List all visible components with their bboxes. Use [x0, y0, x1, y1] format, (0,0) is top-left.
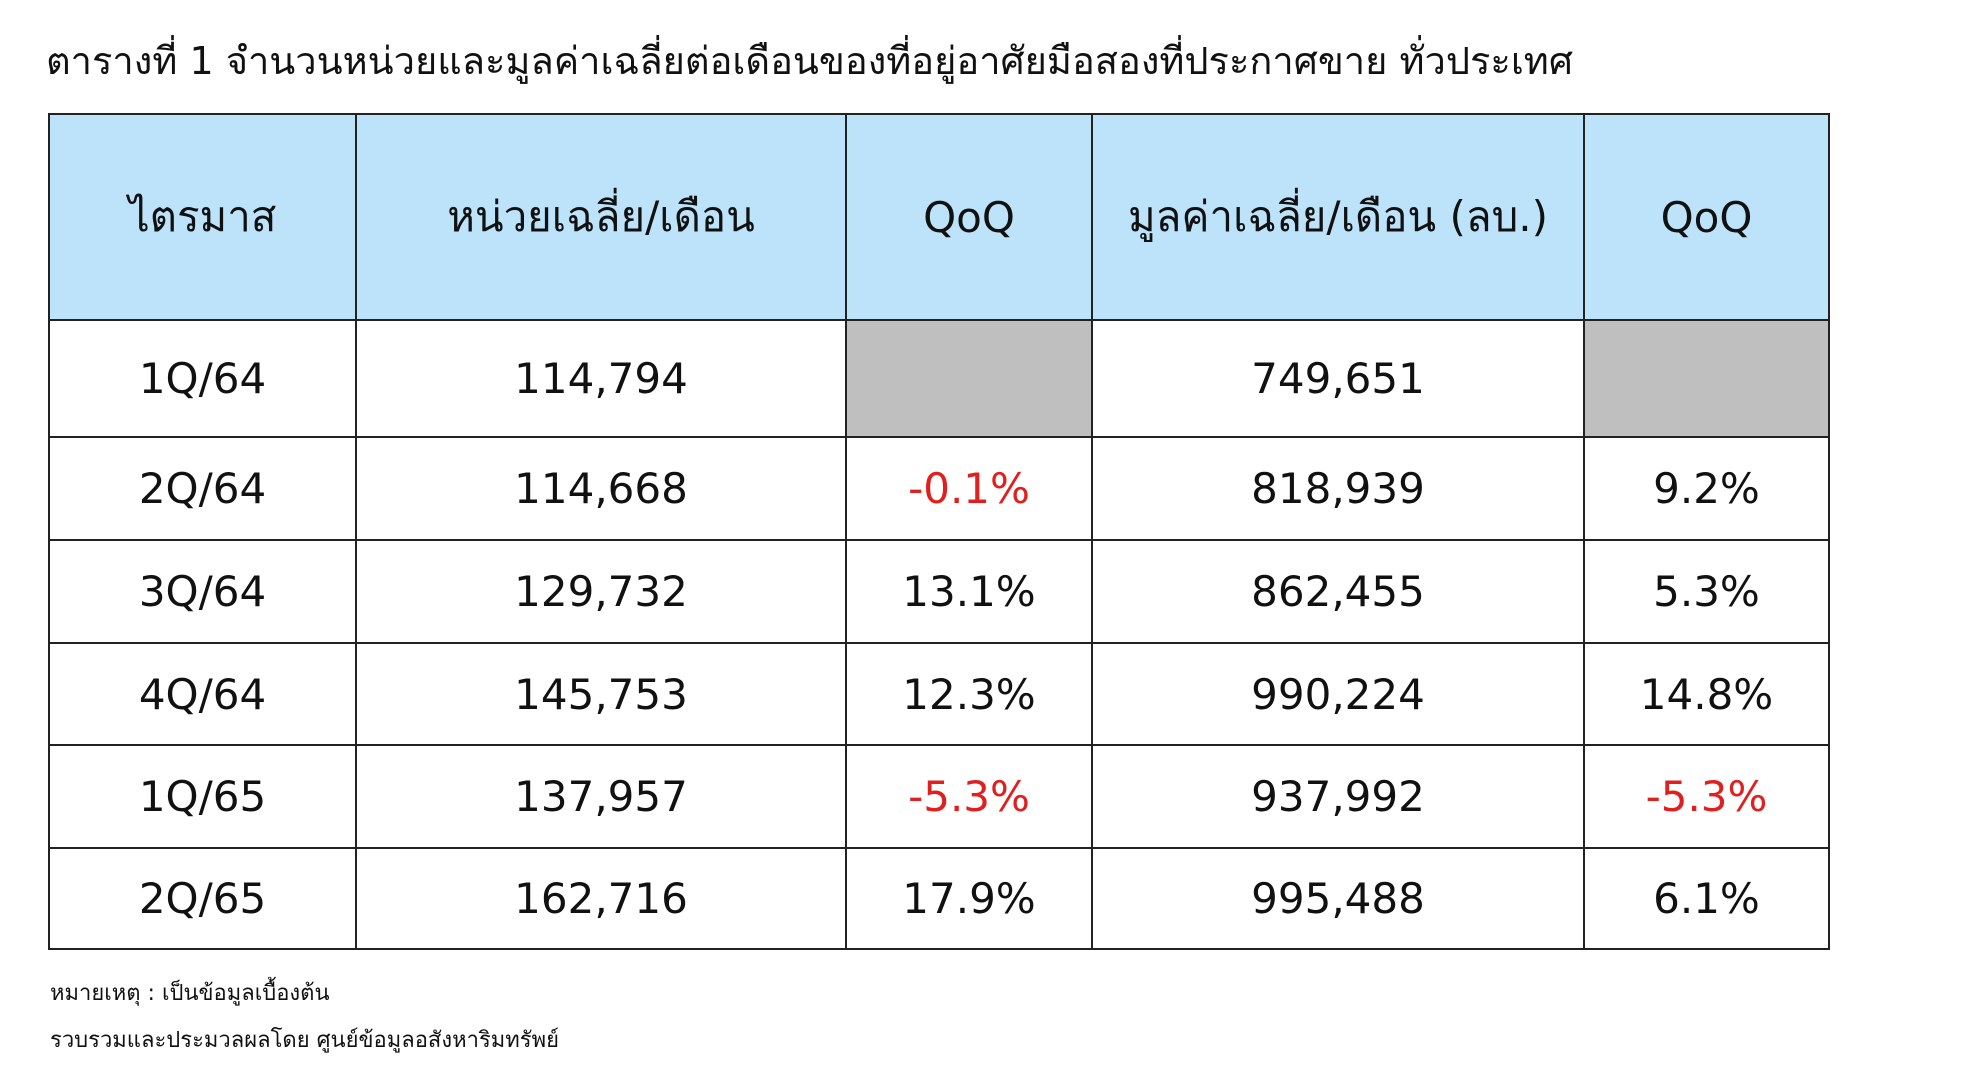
- table-cell: 137,957: [355, 744, 847, 849]
- table-cell: 1Q/64: [48, 319, 357, 438]
- table-cell: 749,651: [1091, 319, 1585, 438]
- table-cell: 9.2%: [1583, 436, 1830, 541]
- table-cell: 114,668: [355, 436, 847, 541]
- table-cell: 145,753: [355, 642, 847, 746]
- table-cell: -0.1%: [845, 436, 1093, 541]
- table-cell: 5.3%: [1583, 539, 1830, 644]
- column-header: ไตรมาส: [48, 113, 357, 321]
- table-row: 3Q/64 129,732 13.1% 862,455 5.3%: [48, 539, 1830, 644]
- table-cell: 937,992: [1091, 744, 1585, 849]
- column-header: QoQ: [1583, 113, 1830, 321]
- table-row: 1Q/65 137,957 -5.3% 937,992 -5.3%: [48, 744, 1830, 849]
- table-cell: 995,488: [1091, 847, 1585, 950]
- column-header: หน่วยเฉลี่ย/เดือน: [355, 113, 847, 321]
- data-table: ไตรมาส หน่วยเฉลี่ย/เดือน QoQ มูลค่าเฉลี่ย/เ…: [48, 113, 1830, 950]
- note: รวบรวมและประมวลผลโดย ศูนย์ข้อมูลอสังหาริ…: [50, 1028, 559, 1053]
- table-row: 4Q/64 145,753 12.3% 990,224 14.8%: [48, 642, 1830, 746]
- table-cell: -5.3%: [845, 744, 1093, 849]
- table-cell: 2Q/65: [48, 847, 357, 950]
- table-cell: 4Q/64: [48, 642, 357, 746]
- table-cell: 114,794: [355, 319, 847, 438]
- table-cell: 1Q/65: [48, 744, 357, 849]
- table-cell: 6.1%: [1583, 847, 1830, 950]
- table-cell: 162,716: [355, 847, 847, 950]
- empty-cell: [1583, 319, 1830, 438]
- table-cell: 129,732: [355, 539, 847, 644]
- header-row: ไตรมาส หน่วยเฉลี่ย/เดือน QoQ มูลค่าเฉลี่ย/เ…: [48, 113, 1830, 321]
- table-row: 2Q/65 162,716 17.9% 995,488 6.1%: [48, 847, 1830, 950]
- table-cell: 990,224: [1091, 642, 1585, 746]
- table-cell: 2Q/64: [48, 436, 357, 541]
- note: หมายเหตุ : เป็นข้อมูลเบื้องต้น: [50, 981, 330, 1006]
- table-cell: 3Q/64: [48, 539, 357, 644]
- table-cell: 14.8%: [1583, 642, 1830, 746]
- column-header: มูลค่าเฉลี่ย/เดือน (ลบ.): [1091, 113, 1585, 321]
- table-cell: -5.3%: [1583, 744, 1830, 849]
- table-title: ตารางที่ 1 จำนวนหน่วยและมูลค่าเฉลี่ยต่อเ…: [46, 39, 1573, 83]
- table-cell: 17.9%: [845, 847, 1093, 950]
- table-cell: 13.1%: [845, 539, 1093, 644]
- empty-cell: [845, 319, 1093, 438]
- column-header: QoQ: [845, 113, 1093, 321]
- table-cell: 818,939: [1091, 436, 1585, 541]
- table-row: 1Q/64 114,794 749,651: [48, 319, 1830, 438]
- table-body: 1Q/64 114,794 749,651 2Q/64 114,668 -0.1% 818,…: [48, 319, 1830, 950]
- table-row: 2Q/64 114,668 -0.1% 818,939 9.2%: [48, 436, 1830, 541]
- table-cell: 862,455: [1091, 539, 1585, 644]
- table-cell: 12.3%: [845, 642, 1093, 746]
